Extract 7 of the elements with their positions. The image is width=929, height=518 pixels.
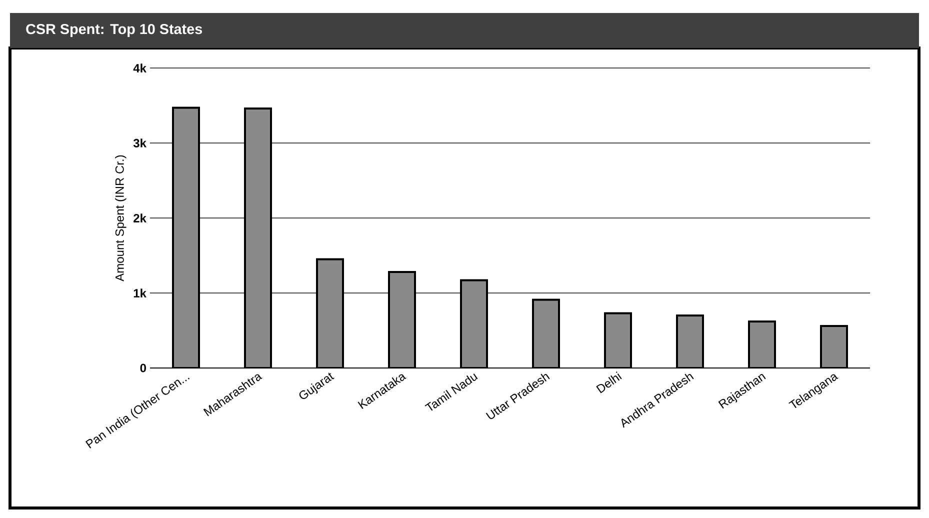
y-axis-title: Amount Spent (INR Cr.) [115,155,126,282]
y-tick-label: 4k [133,64,146,72]
y-tick-label: 1k [134,288,146,298]
y-tick-label: 3k [133,138,146,148]
y-tick-label: 2k [134,214,146,222]
chart-title: CSR Spent: Top 10 States [26,24,202,38]
y-tick-label: 0 [140,364,146,372]
